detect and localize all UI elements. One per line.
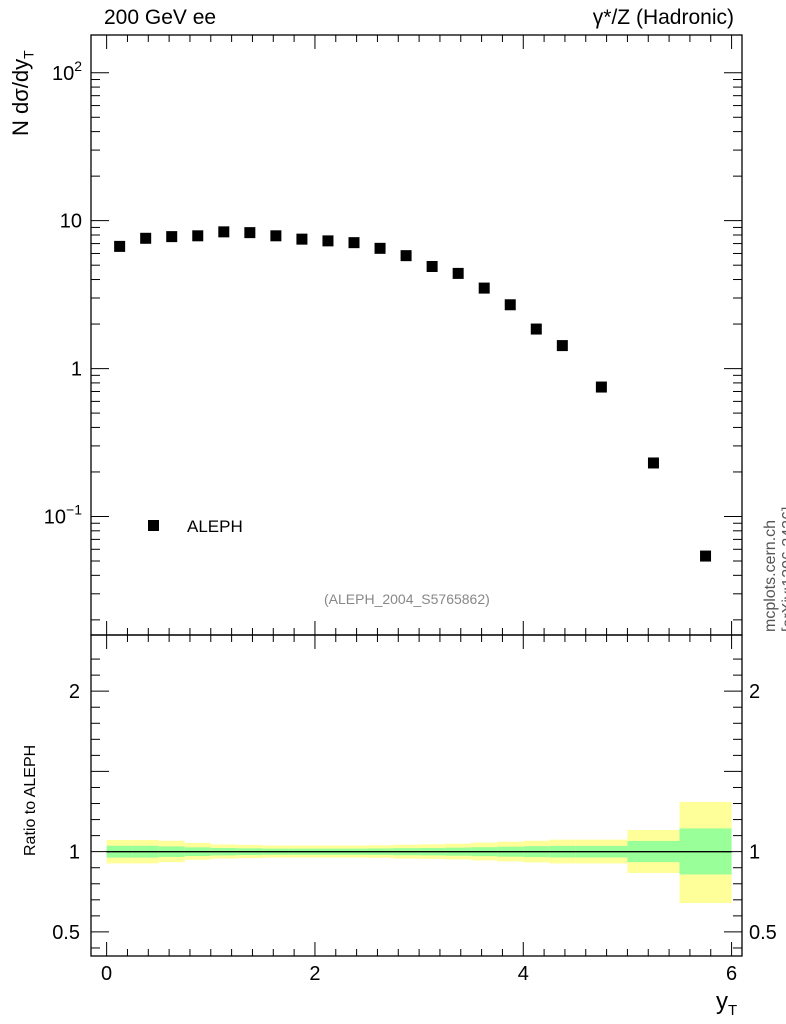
data-point: [530, 323, 542, 335]
energy-label: 200 GeV ee: [104, 6, 217, 29]
data-point: [374, 242, 386, 254]
data-point: [296, 233, 308, 245]
data-point: [244, 227, 256, 239]
y-tick-label-base: 10: [60, 211, 82, 233]
ratio-y-tick-label-left: 2: [69, 681, 80, 703]
data-point: [556, 340, 568, 352]
main-y-axis-label: N dσ/dyT: [8, 50, 36, 136]
ratio-uncertainty-bands: [106, 801, 732, 904]
x-tick-label: 6: [726, 963, 737, 985]
x-axis-label-sub: T: [728, 1001, 738, 1019]
data-point: [647, 457, 659, 469]
data-point: [595, 381, 607, 393]
analysis-tag: (ALEPH_2004_S5765862): [324, 591, 490, 607]
x-tick-label: 0: [101, 963, 112, 985]
y-tick-label: 1: [71, 359, 82, 381]
x-tick-label: 2: [309, 963, 320, 985]
main-plot-frame: [90, 34, 743, 636]
y-tick-label-exponent: 2: [74, 58, 82, 74]
data-points: [114, 226, 712, 562]
ratio-y-tick-label-left: 0.5: [52, 922, 80, 944]
data-point: [166, 231, 178, 243]
ratio-y-tick-label-right: 1: [749, 842, 760, 864]
data-point: [270, 230, 282, 242]
y-tick-label: 10−1: [44, 501, 82, 528]
main-y-axis-label-text: N dσ/dy: [8, 58, 33, 136]
data-point: [400, 250, 412, 262]
x-axis-label: yT: [716, 988, 737, 1019]
data-point: [114, 240, 126, 252]
y-tick-label-base: 1: [71, 359, 82, 381]
ratio-y-tick-label-left: 1: [69, 842, 80, 864]
ratio-y-tick-label-right: 0.5: [749, 922, 777, 944]
ratio-y-tick-label-right: 2: [749, 681, 760, 703]
y-tick-label: 102: [52, 58, 82, 85]
data-point: [218, 226, 230, 238]
data-point: [452, 267, 464, 279]
ratio-plot-frame: [90, 634, 743, 957]
data-point: [322, 235, 334, 247]
legend-marker: [148, 520, 159, 531]
y-tick-label-base: 10: [44, 506, 66, 528]
main-y-axis-label-sub: T: [20, 50, 37, 59]
x-axis-label-text: y: [716, 988, 728, 1015]
y-tick-label-base: 10: [52, 63, 74, 85]
data-point: [700, 550, 712, 562]
ratio-y-axis-label: Ratio to ALEPH: [22, 744, 39, 856]
data-point: [504, 299, 516, 311]
data-point: [348, 237, 360, 249]
y-tick-label-exponent: −1: [66, 501, 82, 517]
y-tick-label: 10: [60, 211, 82, 233]
data-point: [426, 260, 438, 272]
legend-entry-label: ALEPH: [187, 517, 243, 536]
data-point: [478, 282, 490, 294]
data-point: [192, 230, 204, 242]
source-credit: mcplots.cern.ch [arXiv:1306.3436]: [762, 506, 786, 632]
process-label: γ*/Z (Hadronic): [592, 6, 734, 29]
data-point: [140, 232, 152, 244]
x-tick-label: 4: [518, 963, 529, 985]
